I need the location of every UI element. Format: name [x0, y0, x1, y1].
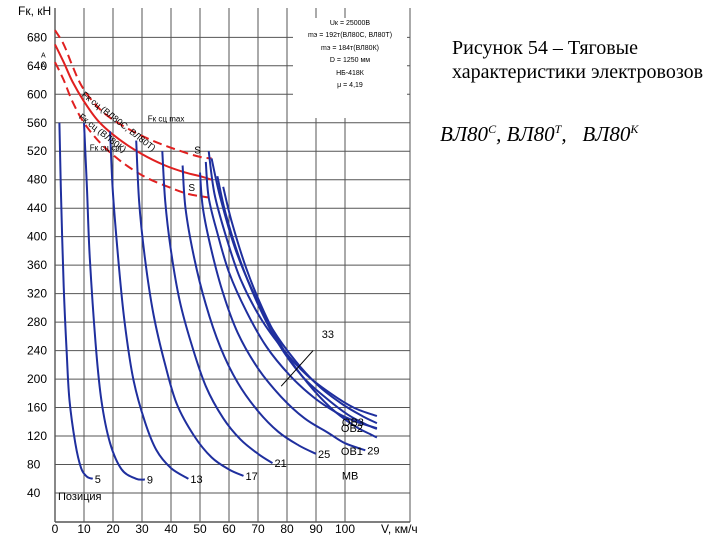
annotation-label: S — [194, 145, 201, 156]
y-tick-label: 520 — [27, 144, 47, 158]
traction-curves — [58, 122, 378, 481]
info-line: D = 1250 мм — [329, 57, 371, 65]
traction-curve — [204, 161, 378, 430]
y-tick-label: 200 — [27, 372, 47, 386]
info-line: mэ = 184т(ВЛ80К) — [321, 44, 379, 52]
adhesion-limit-curve — [54, 29, 212, 160]
x-tick-label: 40 — [164, 522, 178, 536]
annotation-label: Fк сц max — [148, 114, 185, 123]
annotation-label: Позиция — [58, 491, 102, 503]
loco-name: ВЛ80 — [440, 122, 489, 146]
loco-superscript: С — [488, 122, 497, 136]
x-tick-label: 30 — [135, 522, 149, 536]
series-label: МВ — [342, 470, 359, 482]
locomotive-parameters-box: Uк = 25000В mэ = 192т(ВЛ80С, ВЛ80Т) mэ =… — [293, 18, 407, 118]
y-tick-label: 240 — [27, 344, 47, 358]
series-label: 13 — [190, 474, 202, 486]
traction-curve — [58, 122, 94, 480]
y-tick-label: 360 — [27, 258, 47, 272]
annotation-label: Fк сц ср — [90, 144, 120, 153]
y-tick-label: 640 — [27, 59, 47, 73]
series-label: 5 — [95, 474, 101, 486]
annotation-label: А — [41, 63, 46, 70]
traction-curve — [199, 172, 366, 452]
loco-name: ВЛ80 — [582, 122, 631, 146]
x-tick-label: 90 — [309, 522, 323, 536]
traction-curve — [135, 140, 244, 477]
y-tick-label: 440 — [27, 201, 47, 215]
x-tick-label: 100 — [335, 522, 355, 536]
x-tick-label: 60 — [222, 522, 236, 536]
y-tick-label: 280 — [27, 315, 47, 329]
y-tick-label: 320 — [27, 287, 47, 301]
series-label: ОВ2 — [341, 423, 363, 435]
x-tick-label: 0 — [52, 522, 59, 536]
x-tick-label: 20 — [106, 522, 120, 536]
adhesion-limit-curves — [54, 29, 212, 199]
traction-curve — [181, 165, 317, 455]
y-tick-label: 40 — [27, 486, 41, 500]
dimension-arrow — [280, 350, 314, 387]
traction-curve — [207, 151, 378, 418]
chart-grid — [54, 8, 411, 523]
series-label: 17 — [246, 471, 258, 483]
info-line: mэ = 192т(ВЛ80С, ВЛ80Т) — [307, 32, 393, 40]
x-tick-label: 50 — [193, 522, 207, 536]
series-label: 9 — [147, 474, 153, 486]
figure-caption: Рисунок 54 – Тяговые характеристики элек… — [452, 37, 704, 83]
traction-curve — [222, 186, 378, 439]
y-tick-label: 480 — [27, 173, 47, 187]
series-label: ОВ3 — [342, 417, 364, 429]
y-tick-label: 600 — [27, 87, 47, 101]
y-tick-label: 400 — [27, 230, 47, 244]
series-label: 21 — [275, 458, 287, 470]
x-tick-label: 70 — [251, 522, 265, 536]
separator: , — [561, 122, 567, 146]
x-tick-label: 10 — [77, 522, 91, 536]
x-axis-title: V, км/ч — [381, 522, 418, 536]
x-tick-label: 80 — [280, 522, 294, 536]
info-line: μ = 4,19 — [337, 82, 363, 90]
y-tick-label: 560 — [27, 116, 47, 130]
traction-curve — [161, 151, 274, 464]
annotation-label: S — [188, 183, 195, 194]
y-tick-label: 680 — [27, 30, 47, 44]
series-label: 29 — [367, 445, 379, 457]
y-tick-label: 80 — [27, 458, 41, 472]
adhesion-limit-curve — [54, 61, 209, 199]
traction-curve — [83, 122, 145, 481]
traction-curve — [109, 131, 189, 480]
series-label: 25 — [318, 449, 330, 461]
annotation-label: А — [41, 52, 46, 59]
info-line: Uк = 25000В — [329, 20, 371, 27]
y-tick-label: 160 — [27, 401, 47, 415]
series-label: ОВ1 — [341, 446, 363, 458]
y-axis-title: Fк, кН — [18, 4, 51, 18]
locomotive-formula: ВЛ80С, ВЛ80Т, ВЛ80К — [440, 122, 710, 147]
series-label: 33 — [322, 329, 334, 341]
loco-superscript: К — [630, 122, 639, 136]
loco-name: ВЛ80 — [506, 122, 555, 146]
separator: , — [496, 122, 502, 146]
loco-superscript: Т — [554, 122, 562, 136]
info-line: НБ-418К — [336, 69, 364, 77]
adhesion-limit-curve — [54, 43, 212, 181]
y-tick-label: 120 — [27, 429, 47, 443]
